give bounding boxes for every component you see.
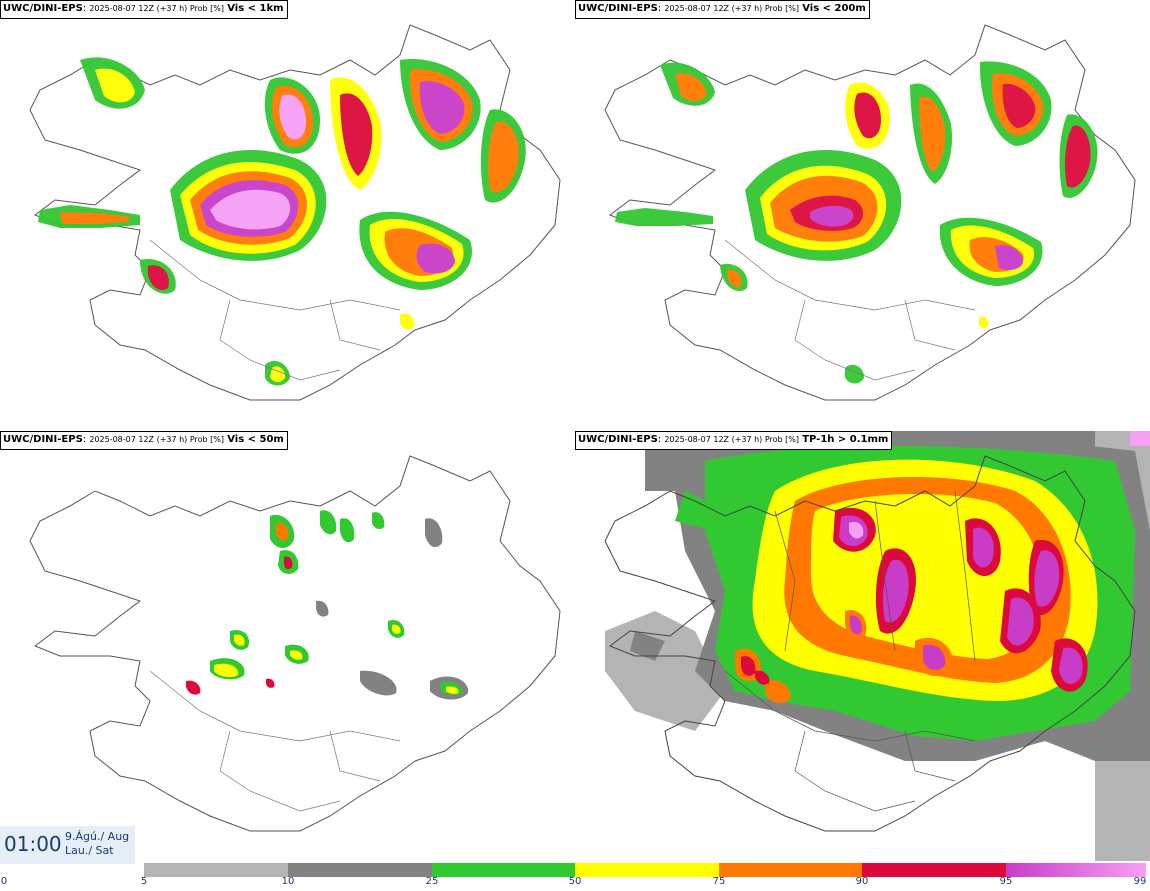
variable-name: Vis < 200m (802, 3, 866, 14)
variable-name: TP-1h > 0.1mm (802, 434, 889, 445)
colorbar-segment-10-25 (288, 863, 432, 877)
panel-title: UWC/DINI-EPS: 2025-08-07 12Z (+37 h) Pro… (575, 431, 893, 450)
map-vis-200m (604, 24, 1136, 401)
run-info: 2025-08-07 12Z (+37 h) Prob [%] (664, 4, 800, 13)
valid-date: 9.Ágú./ Aug Lau./ Sat (65, 830, 129, 858)
panel-title: UWC/DINI-EPS: 2025-08-07 12Z (+37 h) Pro… (0, 0, 288, 19)
map-vis-1km (29, 24, 561, 401)
colorbar-tick: 99 (1133, 876, 1147, 887)
model-name: UWC/DINI-EPS (578, 3, 658, 14)
panel-title: UWC/DINI-EPS: 2025-08-07 12Z (+37 h) Pro… (575, 0, 870, 19)
panel-vis-50m: UWC/DINI-EPS: 2025-08-07 12Z (+37 h) Pro… (0, 431, 575, 861)
colorbar-segment-75-90 (719, 863, 862, 877)
colorbar-segment-90-95 (862, 863, 1006, 877)
colorbar-tick: 10 (281, 876, 295, 887)
variable-name: Vis < 1km (227, 3, 284, 14)
model-name: UWC/DINI-EPS (3, 3, 83, 14)
run-info: 2025-08-07 12Z (+37 h) Prob [%] (664, 435, 800, 444)
model-name: UWC/DINI-EPS (578, 434, 658, 445)
variable-name: Vis < 50m (227, 434, 284, 445)
colorbar-tick: 95 (999, 876, 1013, 887)
date-line-2: Lau./ Sat (65, 844, 114, 857)
run-info: 2025-08-07 12Z (+37 h) Prob [%] (89, 435, 225, 444)
panel-vis-200m: UWC/DINI-EPS: 2025-08-07 12Z (+37 h) Pro… (575, 0, 1150, 430)
colorbar-tick: 90 (855, 876, 869, 887)
colorbar-segment-50-75 (575, 863, 719, 877)
colorbar-segment-5-10 (144, 863, 288, 877)
colorbar-tick: 75 (712, 876, 726, 887)
map-vis-50m (29, 455, 561, 832)
valid-time-box: 01:00 9.Ágú./ Aug Lau./ Sat (0, 826, 135, 864)
map-tp-1h (604, 431, 1150, 861)
run-info: 2025-08-07 12Z (+37 h) Prob [%] (89, 4, 225, 13)
probability-colorbar: 0 5 10 25 50 75 90 95 99 (0, 862, 1150, 891)
colorbar-tick: 5 (140, 876, 148, 887)
valid-time: 01:00 (4, 832, 62, 856)
panel-title: UWC/DINI-EPS: 2025-08-07 12Z (+37 h) Pro… (0, 431, 288, 450)
colorbar-segment-95-99 (1006, 863, 1146, 877)
colorbar-tick: 0 (0, 876, 8, 887)
colorbar-segment-25-50 (432, 863, 575, 877)
model-name: UWC/DINI-EPS (3, 434, 83, 445)
date-line-1: 9.Ágú./ Aug (65, 830, 130, 843)
panel-tp-1h: UWC/DINI-EPS: 2025-08-07 12Z (+37 h) Pro… (575, 431, 1150, 861)
colorbar-tick: 50 (568, 876, 582, 887)
colorbar-tick: 25 (425, 876, 439, 887)
panel-vis-1km: UWC/DINI-EPS: 2025-08-07 12Z (+37 h) Pro… (0, 0, 575, 430)
